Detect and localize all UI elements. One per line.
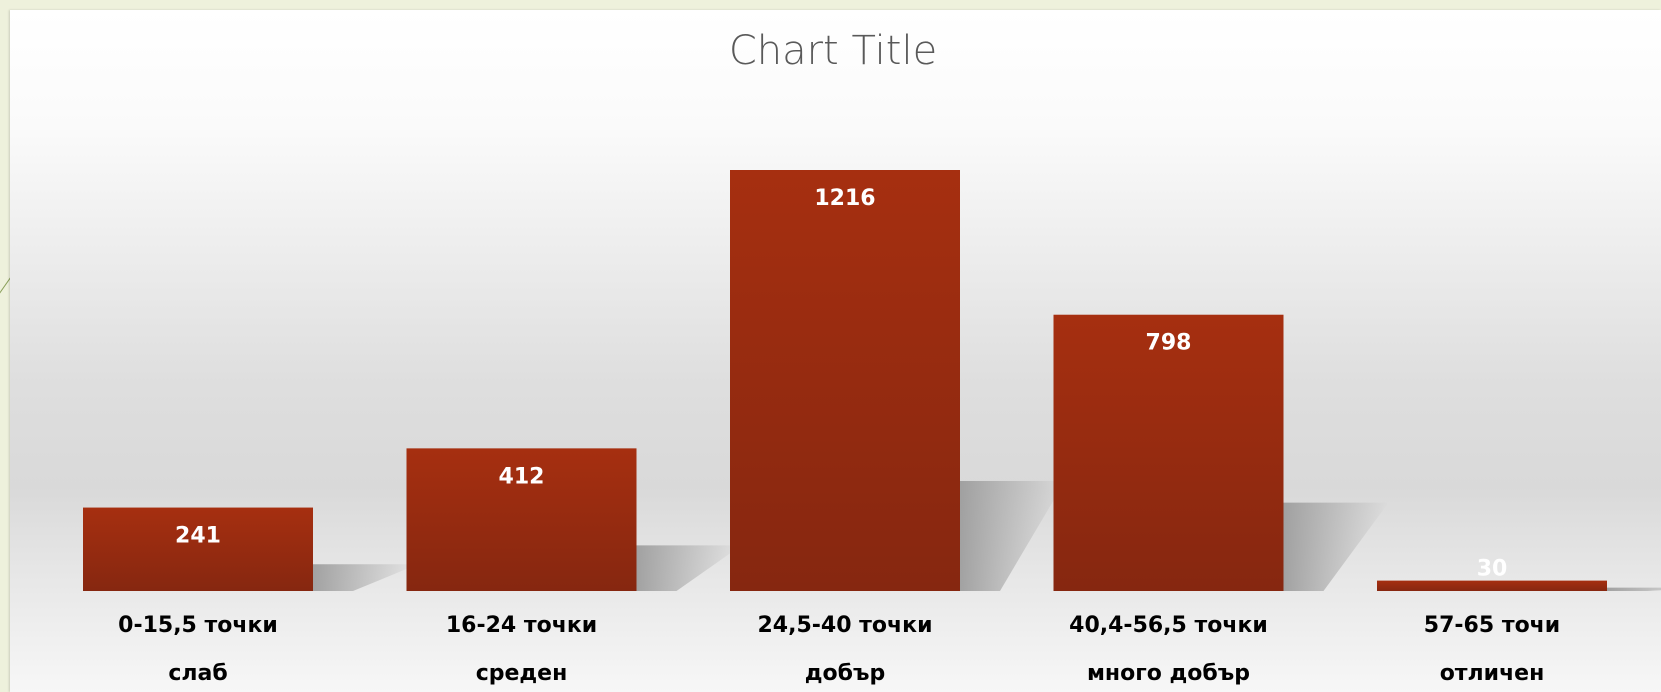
category-label: много добър [1087,661,1250,686]
bar-shadow [1607,587,1661,591]
bar[interactable] [83,507,313,591]
category-label: среден [476,661,568,686]
data-label: 1216 [814,186,875,211]
category-label: отличен [1440,661,1545,686]
data-label: 798 [1146,331,1192,356]
bar[interactable] [1377,580,1607,591]
bar-shadows [313,481,1661,591]
bar[interactable] [406,448,637,591]
category-label: добър [805,661,886,686]
bar[interactable] [730,170,960,591]
bar-shadow [636,545,742,591]
data-label: 412 [499,464,545,489]
category-labels: 0-15,5 точки слаб 16-24 точки среден 24,5-40… [118,613,1560,686]
bar-shadow [313,564,418,591]
bar-shadow [960,481,1065,591]
chart-title[interactable]: Chart Title [728,28,938,74]
category-label: 57-65 точи [1424,613,1560,638]
category-label: 16-24 точки [446,613,597,638]
bar[interactable] [1053,314,1284,591]
bars [83,170,1607,591]
category-label: слаб [168,661,227,686]
data-label: 241 [175,524,221,549]
category-label: 24,5-40 точки [757,613,932,638]
data-label: 30 [1477,557,1508,582]
bar-shadow [1283,502,1389,591]
category-label: 0-15,5 точки [118,613,278,638]
data-labels: 241 412 1216 798 30 [175,186,1507,582]
category-label: 40,4-56,5 точки [1069,613,1268,638]
